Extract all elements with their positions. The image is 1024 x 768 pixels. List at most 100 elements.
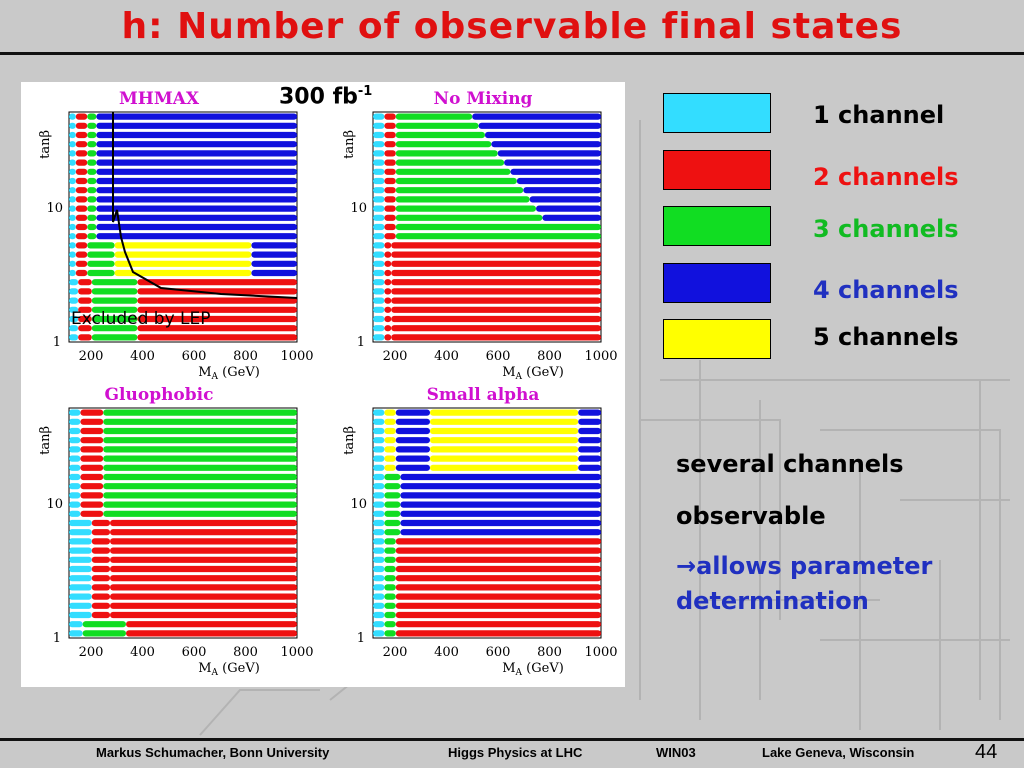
scan-band [384, 269, 392, 277]
scan-band [103, 483, 297, 490]
scan-band [69, 122, 76, 129]
scan-band [384, 260, 392, 267]
scan-band [87, 168, 97, 175]
scan-band [110, 519, 297, 527]
scan-band [69, 565, 92, 573]
scan-band [391, 297, 601, 304]
scan-band [395, 538, 601, 545]
scan-band [373, 196, 385, 203]
scan-band [69, 418, 81, 425]
scan-band [69, 242, 76, 249]
scan-band [91, 538, 111, 545]
scan-band [430, 418, 579, 425]
scan-band [516, 177, 601, 185]
scan-band [69, 150, 76, 157]
scan-band [87, 205, 97, 212]
scan-band [96, 196, 297, 203]
scan-band [510, 168, 601, 175]
scan-band [87, 233, 97, 240]
scan-band [91, 529, 111, 536]
note-line-4: determination [676, 587, 869, 615]
scan-band [395, 131, 485, 139]
scan-band [137, 306, 297, 313]
scan-band [96, 187, 297, 194]
scan-band [373, 529, 385, 536]
scan-band [87, 260, 115, 267]
scan-band [110, 593, 297, 600]
scan-band [69, 177, 76, 185]
scan-band [75, 122, 88, 129]
scan-band [384, 177, 396, 185]
scan-band [373, 446, 385, 453]
scan-band [373, 177, 385, 185]
scan-band [137, 334, 297, 341]
scan-band [395, 141, 492, 148]
note-line-3: →allows parameter [676, 552, 933, 580]
x-tick-label: 1000 [584, 645, 617, 660]
scan-band [578, 427, 601, 435]
scan-band [384, 501, 401, 508]
scan-band [578, 409, 601, 416]
scan-band [373, 334, 385, 341]
scan-band [430, 464, 579, 471]
x-tick-label: 800 [537, 349, 562, 364]
scan-band [69, 593, 92, 600]
scan-band [69, 464, 81, 471]
scan-band [91, 325, 138, 332]
footer-conference: WIN03 [656, 745, 696, 760]
scan-band [373, 473, 385, 481]
scan-band [373, 141, 385, 148]
y-axis-label: tanβ [38, 130, 53, 159]
scan-band [578, 464, 601, 471]
scan-band [87, 150, 97, 157]
scan-band [251, 242, 297, 249]
scan-band [384, 565, 396, 573]
x-tick-label: 1000 [280, 349, 313, 364]
plot-mhmax: MHMAX tanβ 10 1 200 400 600 800 1000 MA (GeV) [38, 89, 314, 382]
scan-band [373, 269, 385, 277]
scan-band [373, 611, 385, 619]
scan-band [395, 630, 601, 637]
scan-band [373, 187, 385, 194]
x-tick-label: 800 [537, 645, 562, 660]
plot-title: Small alpha [427, 385, 540, 405]
scan-band [91, 297, 138, 304]
scan-band [395, 214, 543, 221]
scan-band [91, 602, 111, 609]
scan-band [80, 446, 104, 453]
scan-band [400, 492, 601, 499]
scan-band [391, 306, 601, 313]
scan-band [373, 279, 385, 286]
scan-band [69, 529, 92, 536]
scan-band [395, 584, 601, 591]
scan-band [391, 242, 601, 249]
x-tick-label: 200 [383, 645, 408, 660]
scan-band [373, 621, 385, 628]
y-tick-label: 1 [357, 335, 365, 350]
scan-band [478, 122, 601, 129]
scan-band [96, 150, 297, 157]
scan-band [384, 611, 396, 619]
scan-band [80, 510, 104, 517]
scan-band [103, 427, 297, 435]
scan-band [384, 214, 396, 221]
scan-band [96, 177, 297, 185]
scan-band [110, 611, 297, 619]
scan-band [87, 159, 97, 166]
scan-band [87, 269, 115, 277]
scan-band [391, 260, 601, 267]
x-tick-label: 800 [233, 349, 258, 364]
scan-band [373, 593, 385, 600]
x-tick-label: 600 [182, 349, 207, 364]
scan-band [91, 611, 111, 619]
scan-band [504, 159, 601, 166]
scan-band [373, 575, 385, 582]
scan-band [400, 473, 601, 481]
scan-band [75, 260, 88, 267]
scan-band [373, 214, 385, 221]
scan-band [251, 269, 297, 277]
luminosity-label: 300 fb-1 [279, 84, 373, 110]
x-tick-label: 200 [383, 349, 408, 364]
scan-band [69, 547, 92, 554]
